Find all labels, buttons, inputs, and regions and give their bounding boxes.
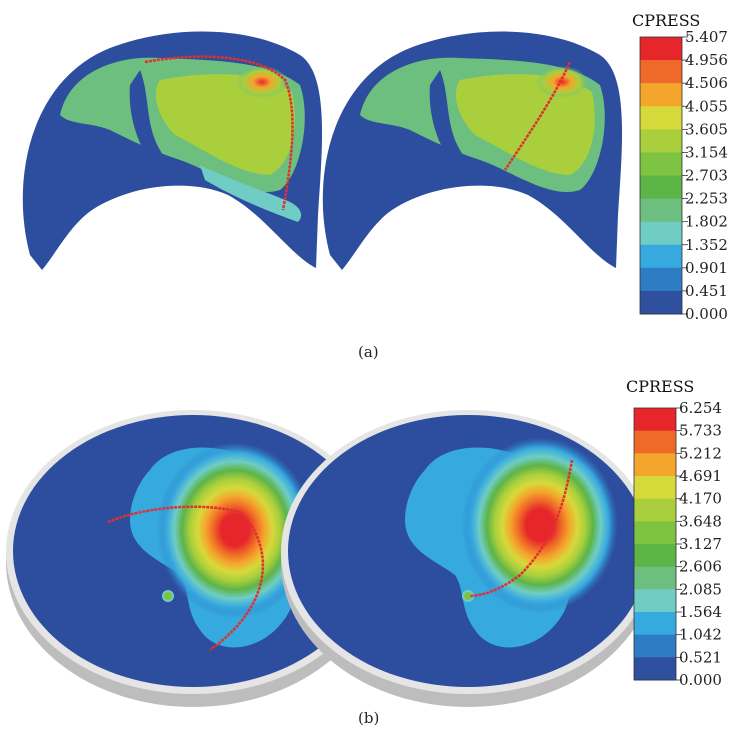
- meniscus-left-hotspot: [236, 66, 288, 98]
- legend-a-color-swatch: [640, 37, 682, 61]
- meniscus-left-cyan-edge: [200, 165, 302, 222]
- legend-b-colorbar: [633, 407, 677, 681]
- legend-a-tick-label: 3.154: [685, 143, 728, 161]
- legend-b-tick-label: 1.564: [679, 603, 722, 621]
- legend-b-tick-label: 0.521: [679, 648, 722, 666]
- legend-b-ticks: 6.254 5.733 5.212 4.691 4.170 3.648 3.127 2.606…: [676, 399, 722, 689]
- legend-b-color-swatch: [634, 430, 676, 454]
- legend-b-tick-label: 4.170: [679, 490, 722, 508]
- legend-a-tick-label: 3.605: [685, 120, 728, 138]
- legend-a-color-swatch: [640, 221, 682, 246]
- legend-a-tick-label: 4.956: [685, 51, 728, 69]
- legend-b-tick-label: 1.042: [679, 626, 722, 644]
- legend-b-color-swatch: [634, 566, 676, 590]
- legend-b-color-swatch: [634, 521, 676, 545]
- disc-right-hotspot: [462, 437, 618, 613]
- disc-left-hotspot: [157, 442, 313, 618]
- legend-b-color-swatch: [634, 498, 676, 522]
- legend-a-color-swatch: [640, 198, 682, 223]
- meniscus-right-hotspot: [536, 66, 588, 98]
- legend-b-tick-label: 2.085: [679, 580, 722, 598]
- legend-a-color-swatch: [640, 152, 682, 176]
- legend-b-color-swatch: [634, 589, 676, 613]
- disc-left-measure-path: [107, 505, 265, 652]
- legend-b-tick-label: 3.127: [679, 535, 722, 553]
- legend-b-tick-label: 5.733: [679, 422, 722, 440]
- meniscus-right-lightgreen: [455, 74, 595, 175]
- legend-b-tick-label: 6.254: [679, 399, 722, 417]
- disc-left-marker: [162, 590, 174, 602]
- legend-a-tick-label: 2.253: [685, 190, 728, 208]
- legend-a-tick-label: 0.901: [685, 259, 728, 277]
- legend-b-color-swatch: [634, 408, 676, 432]
- legend-b-color-swatch: [634, 544, 676, 568]
- disc-left: [6, 410, 380, 707]
- meniscus-right: [322, 31, 623, 271]
- legend-b-color-swatch: [634, 476, 676, 500]
- meniscus-left: [22, 31, 323, 271]
- legend-b-tick-label: 4.691: [679, 467, 722, 485]
- legend-a-color-swatch: [640, 129, 682, 153]
- legend-a-tick-label: 4.055: [685, 97, 728, 115]
- disc-right: [281, 410, 655, 707]
- legend-b-tick-label: 2.606: [679, 558, 722, 576]
- legend-b-color-swatch: [634, 453, 676, 477]
- meniscus-left-lightgreen: [155, 74, 295, 175]
- legend-a-color-swatch: [640, 83, 682, 107]
- legend-a-color-swatch: [640, 106, 682, 130]
- legend-a-color-swatch: [640, 175, 682, 200]
- caption-b: (b): [358, 709, 379, 727]
- legend-b-tick-label: 0.000: [679, 671, 722, 689]
- meniscus-left-measure-path: [144, 55, 294, 211]
- legend-a-tick-label: 2.703: [685, 167, 728, 185]
- legend-b-tick-label: 5.212: [679, 444, 722, 462]
- legend-b-tick-label: 3.648: [679, 512, 722, 530]
- legend-a-ticks: 5.407 4.956 4.506 4.055 3.605 3.154 2.703 2.253…: [682, 28, 728, 323]
- legend-a: CPRESS 5.407 4.956 4.506 4.055 3.605 3.154 2.7…: [632, 11, 728, 323]
- legend-a-colorbar: [639, 36, 683, 315]
- disc-right-measure-path: [469, 459, 574, 598]
- legend-b-color-swatch: [634, 634, 676, 658]
- legend-a-color-swatch: [640, 60, 682, 84]
- legend-a-title: CPRESS: [632, 11, 700, 30]
- legend-a-color-swatch: [640, 267, 682, 292]
- legend-a-tick-label: 0.451: [685, 282, 728, 300]
- legend-b-title: CPRESS: [626, 377, 694, 396]
- meniscus-left-blue-notch: [129, 70, 165, 167]
- legend-a-tick-label: 5.407: [685, 28, 728, 46]
- meniscus-right-measure-path: [503, 61, 572, 171]
- legend-a-tick-label: 1.352: [685, 236, 728, 254]
- legend-a-color-swatch: [640, 290, 682, 315]
- panel-a: CPRESS 5.407 4.956 4.506 4.055 3.605 3.154 2.7…: [22, 11, 728, 361]
- caption-a: (a): [358, 343, 379, 361]
- panel-b: CPRESS 6.254 5.733 5.212 4.691 4.170 3.648 3.1…: [6, 377, 722, 727]
- meniscus-right-blue-notch: [429, 70, 465, 167]
- legend-a-tick-label: 4.506: [685, 74, 728, 92]
- legend-a-tick-label: 1.802: [685, 213, 728, 231]
- legend-b-color-swatch: [634, 612, 676, 636]
- legend-b: CPRESS 6.254 5.733 5.212 4.691 4.170 3.648 3.1…: [626, 377, 722, 689]
- legend-a-color-swatch: [640, 244, 682, 269]
- legend-a-tick-label: 0.000: [685, 305, 728, 323]
- legend-b-color-swatch: [634, 657, 676, 681]
